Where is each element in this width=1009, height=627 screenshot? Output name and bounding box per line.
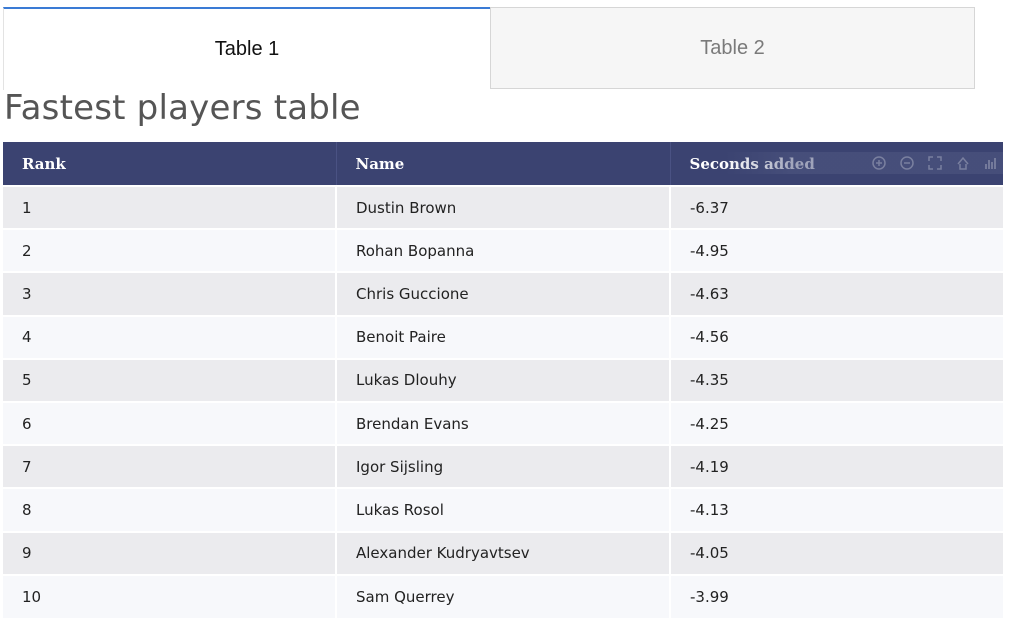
table-row: 1 Dustin Brown -6.37 bbox=[3, 184, 1003, 230]
rank-cell: 10 bbox=[3, 573, 336, 618]
name-cell: Lukas Rosol bbox=[335, 487, 670, 532]
tab-table-2[interactable]: Table 2 bbox=[490, 7, 975, 89]
autoscale-icon[interactable] bbox=[927, 156, 943, 170]
rank-cell: 4 bbox=[3, 314, 336, 359]
table-row: 8 Lukas Rosol -4.13 bbox=[3, 487, 1003, 532]
seconds-cell: -4.56 bbox=[669, 314, 1003, 359]
zoom-out-icon[interactable] bbox=[899, 156, 915, 170]
name-cell: Brendan Evans bbox=[335, 400, 670, 446]
table-row: 7 Igor Sijsling -4.19 bbox=[3, 444, 1003, 489]
table-row: 10 Sam Querrey -3.99 bbox=[3, 573, 1003, 618]
name-cell: Lukas Dlouhy bbox=[335, 357, 670, 402]
table-row: 9 Alexander Kudryavtsev -4.05 bbox=[3, 530, 1003, 575]
name-cell: Benoit Paire bbox=[335, 314, 670, 359]
table-row: 4 Benoit Paire -4.56 bbox=[3, 314, 1003, 359]
rank-cell: 5 bbox=[3, 357, 336, 402]
column-header-name: Name bbox=[335, 142, 670, 186]
rank-cell: 2 bbox=[3, 228, 336, 273]
name-cell: Igor Sijsling bbox=[335, 444, 670, 489]
seconds-cell: -4.25 bbox=[669, 400, 1003, 446]
table-row: 6 Brendan Evans -4.25 bbox=[3, 400, 1003, 446]
seconds-cell: -4.05 bbox=[669, 530, 1003, 575]
zoom-in-icon[interactable] bbox=[871, 156, 887, 170]
name-cell: Alexander Kudryavtsev bbox=[335, 530, 670, 575]
rank-cell: 1 bbox=[3, 184, 336, 230]
players-table-container: Rank Name Seconds added 1 Dustin Brown -… bbox=[3, 142, 1003, 618]
table-row: 2 Rohan Bopanna -4.95 bbox=[3, 228, 1003, 273]
rank-cell: 6 bbox=[3, 400, 336, 446]
seconds-cell: -4.35 bbox=[669, 357, 1003, 402]
column-header-rank: Rank bbox=[3, 142, 336, 186]
name-cell: Chris Guccione bbox=[335, 271, 670, 316]
seconds-cell: -4.63 bbox=[669, 271, 1003, 316]
plot-toolbar bbox=[725, 152, 1003, 174]
table-row: 5 Lukas Dlouhy -4.35 bbox=[3, 357, 1003, 402]
chart-logo-icon[interactable] bbox=[983, 156, 999, 170]
tab-bar: Table 1 Table 2 bbox=[3, 7, 975, 90]
name-cell: Sam Querrey bbox=[335, 573, 670, 618]
reset-icon[interactable] bbox=[955, 156, 971, 170]
seconds-cell: -4.19 bbox=[669, 444, 1003, 489]
page-title: Fastest players table bbox=[4, 88, 361, 128]
rank-cell: 8 bbox=[3, 487, 336, 532]
table-row: 3 Chris Guccione -4.63 bbox=[3, 271, 1003, 316]
name-cell: Rohan Bopanna bbox=[335, 228, 670, 273]
seconds-cell: -4.13 bbox=[669, 487, 1003, 532]
tab-table-1[interactable]: Table 1 bbox=[3, 7, 490, 90]
seconds-cell: -4.95 bbox=[669, 228, 1003, 273]
players-table: Rank Name Seconds added 1 Dustin Brown -… bbox=[3, 142, 1003, 618]
rank-cell: 9 bbox=[3, 530, 336, 575]
rank-cell: 3 bbox=[3, 271, 336, 316]
seconds-cell: -6.37 bbox=[669, 184, 1003, 230]
name-cell: Dustin Brown bbox=[335, 184, 670, 230]
rank-cell: 7 bbox=[3, 444, 336, 489]
seconds-cell: -3.99 bbox=[669, 573, 1003, 618]
